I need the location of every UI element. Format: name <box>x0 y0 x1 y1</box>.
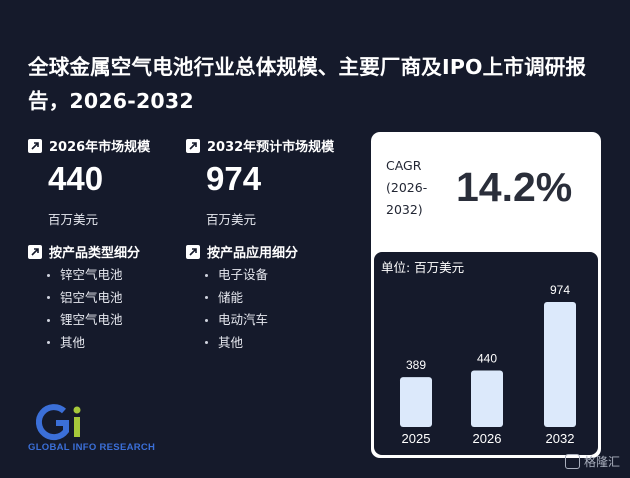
by-type-label: 按产品类型细分 <box>49 246 141 261</box>
by-application-header: 按产品应用细分 <box>186 242 298 261</box>
list-item: 锂空气电池 <box>47 309 123 332</box>
list-item: 其他 <box>47 332 123 355</box>
market-2026-value: 440 <box>48 160 104 197</box>
by-application-label: 按产品应用细分 <box>207 246 299 261</box>
bar-2032 <box>544 302 576 427</box>
arrow-up-right-icon <box>28 244 42 259</box>
cagr-label: CAGR <box>386 158 422 173</box>
watermark-text: 格隆汇 <box>583 455 620 469</box>
watermark-icon <box>564 454 580 469</box>
list-item: 电动汽车 <box>205 309 268 332</box>
bar-2026 <box>471 370 503 427</box>
market-2026-header: 2026年市场规模 <box>28 136 150 155</box>
chart-unit: 单位: 百万美元 <box>381 260 465 275</box>
market-2026-unit: 百万美元 <box>48 212 99 227</box>
data-label-2026: 440 <box>477 352 497 366</box>
by-application-list: 电子设备 储能 电动汽车 其他 <box>205 264 268 354</box>
arrow-up-right-icon <box>186 244 200 259</box>
list-item: 电子设备 <box>205 264 268 287</box>
arrow-up-right-icon <box>186 138 200 153</box>
cagr-label-block: CAGR (2026-2032) <box>386 155 446 221</box>
x-tick-2026: 2026 <box>473 431 502 446</box>
by-type-header: 按产品类型细分 <box>28 242 140 261</box>
watermark: 格隆汇 <box>564 453 620 470</box>
list-item: 铝空气电池 <box>47 287 123 310</box>
bar-chart: 389 2025 440 2026 974 2032 <box>400 283 576 446</box>
global-info-research-logo <box>35 404 81 441</box>
logo-text: GLOBAL INFO RESEARCH <box>28 442 156 453</box>
market-2032-header: 2032年预计市场规模 <box>186 136 334 155</box>
by-type-list: 锌空气电池 铝空气电池 锂空气电池 其他 <box>47 264 123 354</box>
list-item: 锌空气电池 <box>47 264 123 287</box>
market-2032-unit: 百万美元 <box>206 212 257 227</box>
data-label-2032: 974 <box>550 283 570 297</box>
arrow-up-right-icon <box>28 138 42 153</box>
list-item: 储能 <box>205 287 268 310</box>
x-tick-2032: 2032 <box>546 431 575 446</box>
page-title: 全球金属空气电池行业总体规模、主要厂商及IPO上市调研报告，2026-2032 <box>28 55 587 113</box>
cagr-value: 14.2% <box>456 164 573 210</box>
bar-2025 <box>400 377 432 427</box>
cagr-period: (2026-2032) <box>386 180 428 217</box>
market-2026-label: 2026年市场规模 <box>49 140 151 155</box>
list-item: 其他 <box>205 332 268 355</box>
data-label-2025: 389 <box>406 358 426 372</box>
market-2032-value: 974 <box>206 160 262 197</box>
market-2032-label: 2032年预计市场规模 <box>207 140 335 155</box>
x-tick-2025: 2025 <box>402 431 431 446</box>
